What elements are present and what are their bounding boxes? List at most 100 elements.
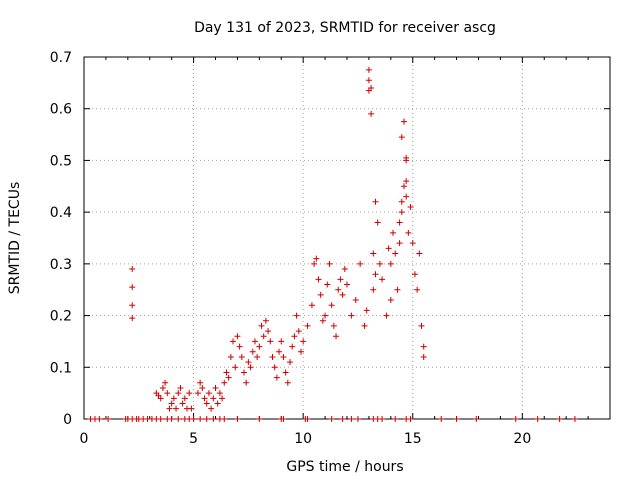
data-point — [295, 328, 302, 335]
data-point — [405, 229, 412, 236]
data-point — [368, 110, 375, 117]
y-tick-label: 0 — [63, 412, 72, 428]
data-point — [175, 416, 182, 422]
data-point — [403, 178, 410, 185]
data-point — [234, 416, 241, 422]
data-point — [392, 250, 399, 257]
data-point — [368, 85, 375, 92]
data-point — [232, 364, 239, 371]
data-point — [512, 416, 519, 422]
data-point — [394, 286, 401, 293]
data-point — [105, 416, 112, 422]
data-point — [379, 276, 386, 283]
data-point — [230, 338, 237, 345]
data-point — [221, 379, 228, 386]
data-point — [197, 416, 204, 422]
data-point — [341, 266, 348, 273]
data-point — [339, 416, 346, 422]
data-point — [173, 405, 180, 412]
x-tick-label: 5 — [189, 431, 198, 447]
x-axis-label: GPS time / hours — [286, 459, 403, 475]
data-points — [87, 66, 578, 422]
data-point — [317, 291, 324, 298]
data-point — [267, 338, 274, 345]
data-point — [214, 400, 221, 407]
y-tick-label: 0.2 — [50, 309, 72, 325]
data-point — [291, 333, 298, 340]
data-point — [280, 353, 287, 360]
data-point — [225, 374, 232, 381]
data-point — [256, 416, 263, 422]
data-point — [282, 369, 289, 376]
data-point — [208, 405, 215, 412]
data-point — [556, 416, 563, 422]
data-point — [372, 198, 379, 205]
data-point — [221, 416, 228, 422]
data-point — [300, 338, 307, 345]
data-point — [278, 338, 285, 345]
data-point — [234, 333, 241, 340]
data-point — [179, 400, 186, 407]
data-point — [227, 353, 234, 360]
data-point — [293, 312, 300, 319]
data-point — [398, 209, 405, 216]
data-point — [170, 395, 177, 402]
grid-lines — [84, 57, 610, 419]
data-point — [240, 369, 247, 376]
data-point — [129, 284, 136, 291]
data-point — [276, 348, 283, 355]
chart-title: Day 131 of 2023, SRMTID for receiver asc… — [194, 20, 496, 36]
data-point — [348, 312, 355, 319]
data-point — [216, 390, 223, 397]
data-point — [383, 312, 390, 319]
data-point — [190, 416, 197, 422]
data-point — [473, 416, 480, 422]
data-point — [398, 198, 405, 205]
data-point — [396, 240, 403, 247]
data-point — [308, 302, 315, 309]
data-point — [354, 416, 361, 422]
data-point — [258, 322, 265, 329]
data-point — [186, 390, 193, 397]
data-point — [400, 118, 407, 125]
data-point — [398, 134, 405, 141]
data-point — [390, 229, 397, 236]
data-point — [438, 416, 445, 422]
data-point — [387, 297, 394, 304]
data-point — [168, 400, 175, 407]
data-point — [177, 384, 184, 391]
y-axis-label: SRMTID / TECUs — [7, 182, 23, 295]
data-point — [416, 250, 423, 257]
data-point — [210, 416, 217, 422]
data-point — [238, 353, 245, 360]
data-point — [203, 400, 210, 407]
x-tick-label: 0 — [80, 431, 89, 447]
data-point — [333, 333, 340, 340]
data-point — [407, 203, 414, 210]
data-point — [304, 416, 311, 422]
data-point — [236, 343, 243, 350]
data-point — [157, 395, 164, 402]
data-point — [348, 416, 355, 422]
data-point — [129, 315, 136, 322]
data-point — [262, 317, 269, 324]
data-point — [400, 183, 407, 190]
data-point — [365, 77, 372, 84]
data-point — [269, 353, 276, 360]
data-point — [335, 286, 342, 293]
data-point — [339, 291, 346, 298]
data-point — [249, 348, 256, 355]
data-point — [324, 281, 331, 288]
data-point — [311, 260, 318, 267]
data-point — [201, 395, 208, 402]
data-point — [219, 395, 226, 402]
data-point — [407, 416, 414, 422]
y-tick-label: 0.4 — [50, 205, 72, 221]
data-point — [205, 390, 212, 397]
data-point — [175, 390, 182, 397]
data-point — [374, 219, 381, 226]
data-point — [322, 312, 329, 319]
x-tick-label: 20 — [513, 431, 531, 447]
data-point — [157, 416, 164, 422]
data-point — [243, 379, 250, 386]
